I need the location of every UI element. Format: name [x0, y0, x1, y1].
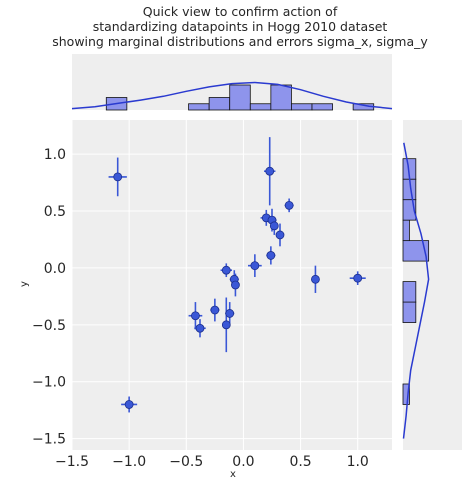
data-point-1 — [124, 400, 134, 409]
data-point-5 — [221, 265, 231, 275]
title-line-2: standardizing datapoints in Hogg 2010 da… — [93, 19, 388, 34]
title-line-3: showing marginal distributions and error… — [52, 34, 428, 49]
y-axis-label: y — [19, 281, 30, 287]
data-point-17 — [284, 200, 294, 210]
x-tick-label-2: −0.5 — [169, 454, 203, 470]
x-tick-labels: −1.5 −1.0 −0.5 0.0 0.5 1.0 — [55, 454, 369, 470]
data-point-0 — [113, 172, 123, 182]
data-point-16 — [275, 230, 285, 240]
top-hist-bar-9 — [291, 103, 313, 111]
x-tick-label-0: −1.5 — [55, 454, 89, 470]
y-tick-labels: 1.0 0.5 0.0 −0.5 −1.0 −1.5 — [32, 147, 66, 447]
data-point-12 — [265, 166, 275, 176]
x-tick-label-5: 1.0 — [347, 454, 369, 470]
y-tick-label-5: −1.5 — [32, 432, 66, 448]
top-hist-bar-6 — [229, 84, 251, 111]
y-tick-label-2: 0.0 — [44, 261, 66, 277]
data-points — [113, 166, 363, 409]
gridlines — [71, 120, 392, 450]
top-hist-bar-4 — [188, 103, 210, 111]
data-point-6 — [221, 320, 231, 330]
main-scatter-plot: −1.5 −1.0 −0.5 0.0 0.5 1.01.00.50.0−0.5−1.0−1… — [32, 120, 392, 470]
right-kde-curve — [402, 142, 430, 439]
right-histogram — [402, 158, 430, 405]
data-point-19 — [353, 273, 363, 283]
chart-title: Quick view to confirm action of standard… — [52, 4, 428, 49]
data-point-18 — [311, 274, 320, 284]
y-tick-label-3: −0.5 — [32, 318, 66, 334]
right-hist-bar-5 — [402, 281, 417, 303]
top-marginal-plot — [71, 54, 393, 111]
data-point-4 — [210, 305, 220, 315]
data-point-13 — [266, 251, 276, 260]
right-hist-bar-0 — [402, 383, 410, 405]
top-hist-bar-5 — [208, 97, 231, 111]
right-hist-bar-4 — [402, 301, 417, 323]
data-point-3 — [195, 323, 205, 333]
data-point-15 — [269, 221, 279, 231]
x-tick-label-4: 0.5 — [289, 454, 311, 470]
title-line-1: Quick view to confirm action of — [143, 4, 338, 19]
right-hist-bar-7 — [402, 240, 430, 262]
data-point-2 — [191, 311, 200, 321]
top-hist-bar-8 — [270, 84, 292, 111]
x-axis-label: x — [230, 469, 236, 480]
y-tick-label-0: 1.0 — [44, 147, 66, 163]
top-hist-bar-10 — [311, 103, 333, 111]
top-hist-bar-7 — [249, 103, 272, 111]
top-histogram — [105, 84, 375, 111]
x-tick-label-3: 0.0 — [232, 454, 254, 470]
right-hist-bar-8 — [402, 219, 410, 242]
top-kde-curve — [71, 81, 393, 110]
data-point-7 — [225, 309, 235, 318]
y-tick-label-4: −1.0 — [32, 375, 66, 391]
y-tick-label-1: 0.5 — [44, 204, 66, 220]
x-tick-label-1: −1.0 — [112, 454, 146, 470]
data-point-9 — [231, 280, 240, 290]
right-marginal-plot — [402, 120, 462, 450]
data-point-10 — [250, 261, 260, 271]
